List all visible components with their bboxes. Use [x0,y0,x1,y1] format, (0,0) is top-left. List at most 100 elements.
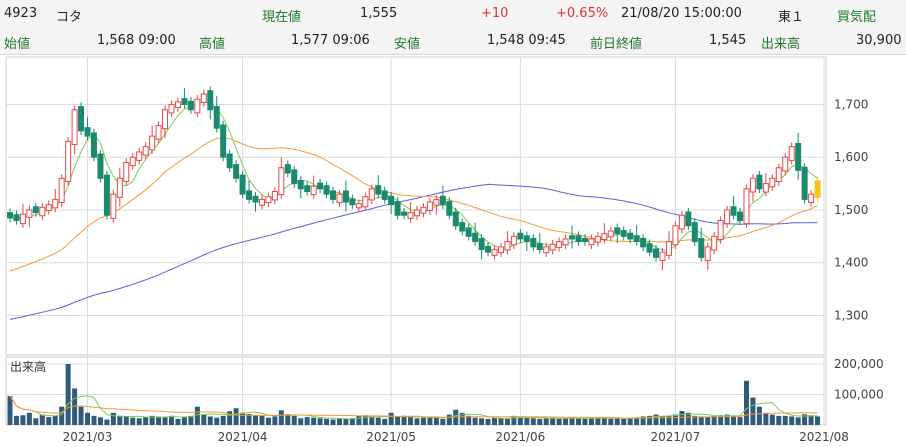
candle-body [78,106,85,132]
candle-body [330,190,337,200]
prev-close-value: 1,545 [709,33,747,48]
ma75-line [9,183,818,320]
volume-bar [808,415,814,425]
volume-bar [789,416,795,425]
candle-body [472,232,479,243]
volume-bar [802,414,808,425]
x-tick-label: 2021/06 [495,430,545,444]
volume-bar [291,415,297,425]
x-tick-label: 2021/03 [63,430,113,444]
volume-bar [78,406,84,425]
volume-bar [550,417,556,425]
candle-body [213,106,220,129]
candle-body [278,167,285,196]
volume-bar [169,415,175,425]
volume-bar [149,415,155,425]
volume-bar [427,417,433,425]
candle-body [775,167,782,182]
volume-bar [188,415,194,425]
candle-body [659,251,666,262]
candle-body [504,241,511,251]
volume-bar [259,415,265,425]
volume-bar [285,414,291,425]
volume-bar [420,417,426,425]
volume-bar [330,419,336,425]
candle-body [446,201,453,216]
candle-body [155,125,162,140]
candle-body [207,90,214,111]
volume-bar [265,417,271,425]
volume-bar [666,415,672,425]
candle-body [103,174,110,216]
candle-body [640,237,647,248]
candle-body [756,174,763,190]
candle-body [646,243,653,253]
candle-body [575,235,582,243]
volume-bar [401,415,407,425]
candle-body [420,206,427,214]
volume-bar [498,418,504,425]
candle-body [594,235,601,243]
volume-bar [524,417,530,425]
volume-ma25-line [9,395,818,419]
volume-bar [369,416,375,425]
candle-body [123,161,130,182]
volume-bar [582,418,588,425]
volume-bar [466,415,472,425]
volume-bar [640,416,646,425]
order-board-link[interactable]: 買気配 [837,10,877,25]
price-tick-label: 1,300 [834,308,868,322]
candle-body [743,188,750,225]
volume-bar [408,417,414,425]
volume-bar [201,414,207,425]
candle-body [530,237,537,248]
volume-tick-label: 200,000 [834,357,884,371]
candle-body [220,124,227,158]
quote-header-row-2: 始値 1,568 09:00 高値 1,577 09:06 安値 1,548 0… [0,27,906,55]
volume-bar [97,417,103,425]
candle-body [497,246,504,254]
high-label: 高値 [199,37,226,52]
volume-bar [685,412,691,425]
candle-body [672,225,679,246]
candle-body [433,198,440,206]
candle-body [808,193,815,204]
candle-body [801,166,808,200]
volume-bar [324,418,330,425]
candle-body [627,232,634,240]
candle-body [84,127,91,137]
candle-body [491,249,498,256]
volume-bar [569,417,575,425]
candle-body [284,164,291,174]
price-change-pct: +0.65% [556,6,609,21]
candle-body [252,195,259,203]
candle-body [13,214,20,222]
volume-bar [110,412,116,425]
candle-body [788,146,795,161]
market-name: 東１ [778,10,805,25]
volume-bar [298,418,304,425]
volume-bar [220,415,226,425]
volume-bar [207,416,213,425]
volume-bar [750,397,756,425]
candle-body [653,248,660,258]
candle-body [633,235,640,243]
volume-bar [627,418,633,425]
current-price: 1,555 [360,6,398,21]
candle-body [543,246,550,254]
volume-bar [776,415,782,425]
candle-body [691,222,698,243]
candle-body [465,227,472,237]
ma5-line [9,101,818,251]
candle-body [414,209,420,217]
candle-body [459,222,466,232]
volume-bar [737,417,743,425]
volume-bar [563,418,569,425]
candle-body [717,220,724,240]
volume-value: 30,900 [856,33,902,48]
candle-body [45,204,52,211]
price-panel-frame [5,56,827,356]
volume-bar [39,414,45,425]
volume-bar [672,414,678,425]
volume-bar [388,412,394,425]
